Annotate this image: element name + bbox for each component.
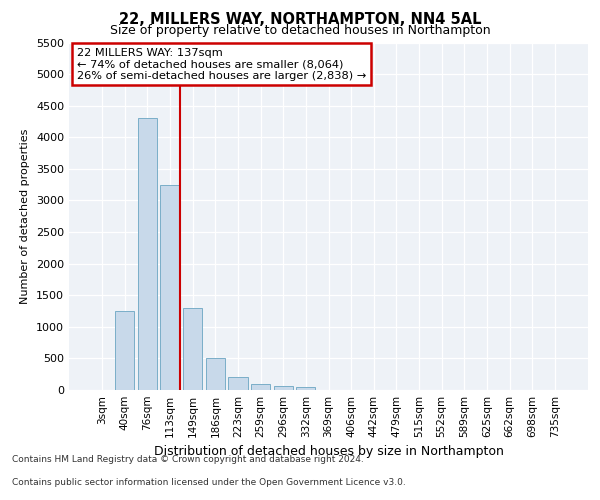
Text: Size of property relative to detached houses in Northampton: Size of property relative to detached ho…: [110, 24, 490, 37]
Y-axis label: Number of detached properties: Number of detached properties: [20, 128, 31, 304]
X-axis label: Distribution of detached houses by size in Northampton: Distribution of detached houses by size …: [154, 446, 503, 458]
Text: Contains HM Land Registry data © Crown copyright and database right 2024.: Contains HM Land Registry data © Crown c…: [12, 456, 364, 464]
Bar: [296, 387, 316, 390]
Bar: [138, 118, 157, 390]
Bar: [160, 184, 180, 390]
Bar: [183, 308, 202, 390]
Bar: [206, 358, 225, 390]
Text: 22, MILLERS WAY, NORTHAMPTON, NN4 5AL: 22, MILLERS WAY, NORTHAMPTON, NN4 5AL: [119, 12, 481, 28]
Bar: [229, 378, 248, 390]
Bar: [251, 384, 270, 390]
Text: 22 MILLERS WAY: 137sqm
← 74% of detached houses are smaller (8,064)
26% of semi-: 22 MILLERS WAY: 137sqm ← 74% of detached…: [77, 48, 366, 81]
Bar: [274, 386, 293, 390]
Text: Contains public sector information licensed under the Open Government Licence v3: Contains public sector information licen…: [12, 478, 406, 487]
Bar: [115, 311, 134, 390]
